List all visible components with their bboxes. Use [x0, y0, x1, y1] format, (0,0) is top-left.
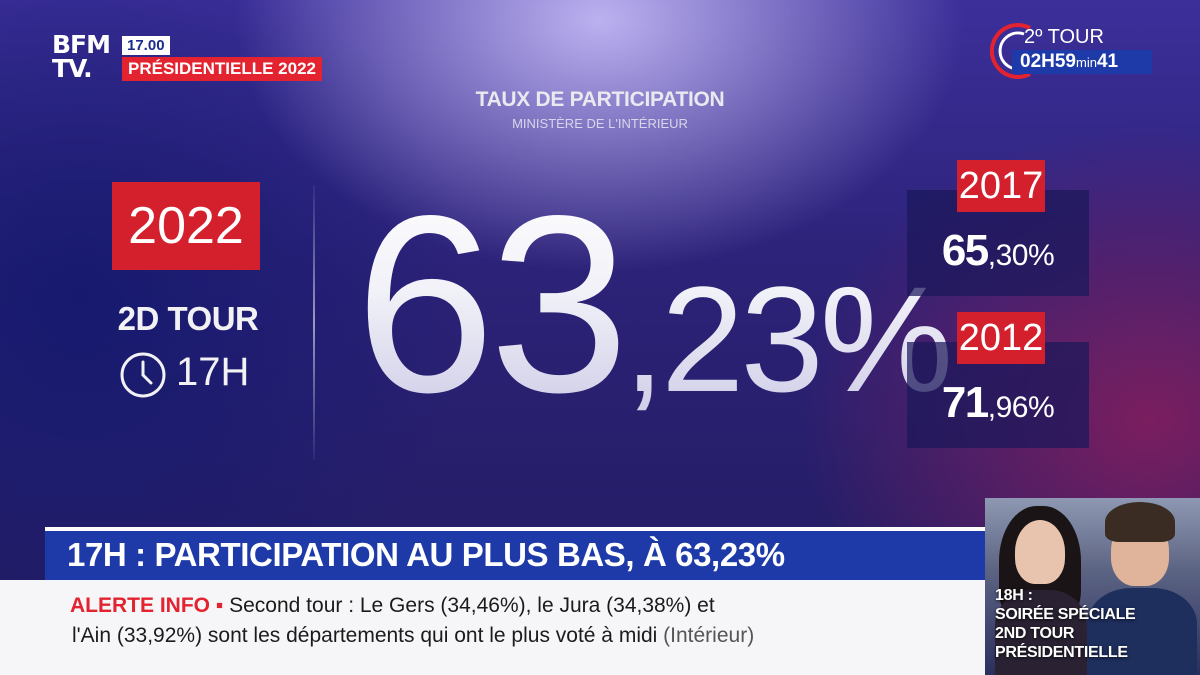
graphic-source: MINISTÈRE DE L'INTÉRIEUR [512, 116, 688, 131]
countdown-hours: 02H59 [1020, 51, 1076, 72]
logo-line1: BFM [52, 30, 111, 59]
round-label: 2D TOUR [117, 300, 259, 337]
ticker-text-1: Second tour : Le Gers (34,46%), le Jura … [223, 594, 715, 617]
ticker-line-2: l'Ain (33,92%) sont les départements qui… [72, 624, 754, 648]
comparison-value: 65,30% [907, 226, 1089, 276]
comparison-year: 2012 [957, 312, 1045, 364]
headline-banner: 17H : PARTICIPATION AU PLUS BAS, À 63,23… [45, 527, 985, 580]
countdown-min-label: min [1076, 55, 1097, 70]
current-year-badge: 2022 [112, 182, 260, 270]
presenter-2-hair [1105, 502, 1175, 542]
presenter-1-body [995, 590, 1087, 675]
graphic-title: TAUX DE PARTICIPATION [475, 88, 725, 111]
countdown-seconds: 41 [1096, 51, 1119, 72]
promo-line-2: SOIRÉE SPÉCIALE [995, 606, 1136, 623]
clock-icon [120, 352, 166, 398]
hour-label: 17H [176, 350, 250, 394]
promo-tile: 18H : SOIRÉE SPÉCIALE 2ND TOUR PRÉSIDENT… [985, 498, 1200, 675]
countdown-timer: 02H59min41 [1012, 50, 1152, 74]
ticker-source: (Intérieur) [657, 624, 755, 647]
comparison-value-int: 71 [941, 378, 989, 427]
presenter-1-face [1015, 520, 1065, 584]
program-title: PRÉSIDENTIELLE 2022 [122, 57, 323, 81]
promo-line-3: 2ND TOUR [995, 625, 1075, 642]
comparison-year: 2017 [957, 160, 1045, 212]
vertical-divider [313, 185, 315, 460]
ticker-text-2: l'Ain (33,92%) sont les départements qui… [72, 624, 658, 647]
participation-rate: 63,23% [355, 170, 949, 440]
channel-logo: BFM TV. [52, 30, 118, 85]
countdown-round-label: 2º TOUR [1024, 26, 1104, 48]
comparison-value: 71,96% [907, 378, 1089, 428]
promo-line-1: 18H : [995, 587, 1033, 604]
participation-rate-int: 63 [355, 164, 624, 445]
comparison-value-int: 65 [941, 226, 989, 275]
comparison-value-dec: ,96% [987, 391, 1055, 424]
alert-label: ALERTE INFO ▪ [70, 594, 224, 617]
participation-rate-dec: ,23% [623, 255, 950, 423]
news-ticker: ALERTE INFO ▪ Second tour : Le Gers (34,… [0, 580, 985, 675]
logo-line2: TV. [52, 54, 93, 83]
comparison-value-dec: ,30% [987, 239, 1055, 272]
presenter-2-body [1087, 588, 1197, 675]
comparison-card-2012: 2012 71,96% [907, 312, 1089, 448]
promo-line-4: PRÉSIDENTIELLE [995, 644, 1128, 661]
ticker-line-1: ALERTE INFO ▪ Second tour : Le Gers (34,… [70, 594, 715, 618]
countdown-widget: 2º TOUR 02H59min41 [990, 20, 1160, 82]
comparison-card-2017: 2017 65,30% [907, 160, 1089, 296]
promo-text: 18H : SOIRÉE SPÉCIALE 2ND TOUR PRÉSIDENT… [995, 586, 1195, 662]
broadcast-time: 17.00 [122, 36, 170, 55]
